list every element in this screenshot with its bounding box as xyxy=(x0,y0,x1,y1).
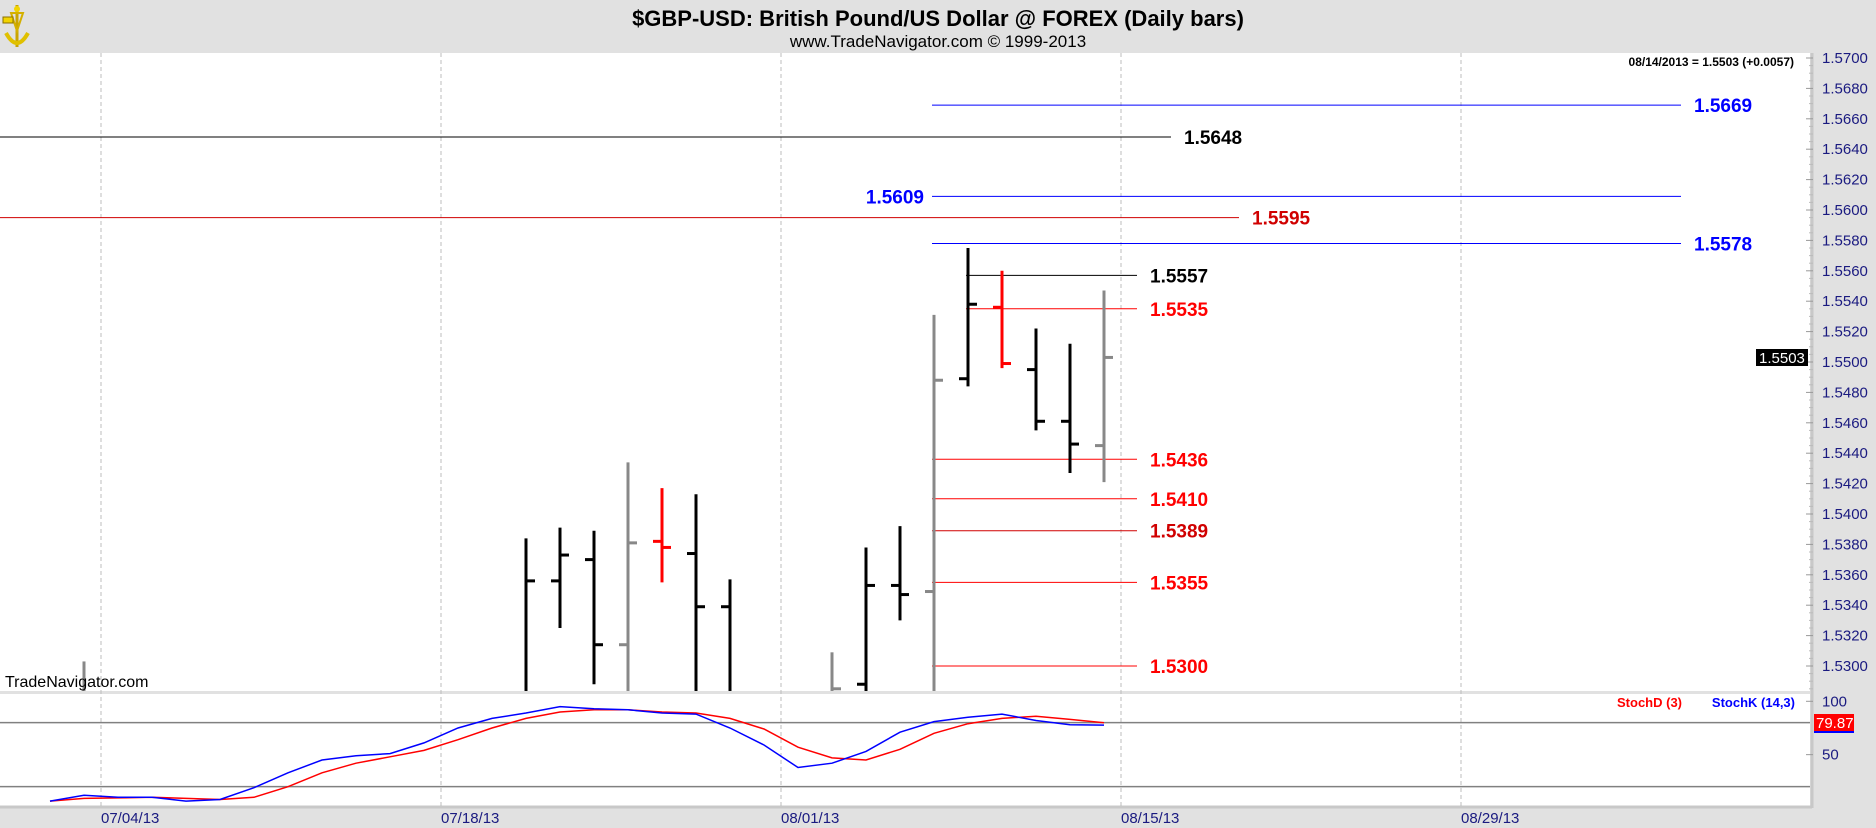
price-panel[interactable] xyxy=(0,53,1810,691)
date-tick-label: 08/01/13 xyxy=(781,810,839,827)
price-tick-label: 1.5700 xyxy=(1822,50,1868,67)
header-bar xyxy=(0,0,1876,53)
price-tick-label: 1.5580 xyxy=(1822,232,1868,249)
price-level-label: 1.5595 xyxy=(1252,209,1311,230)
ohlc-bar[interactable] xyxy=(619,462,637,700)
last-price-box xyxy=(1756,349,1808,366)
ohlc-bar[interactable] xyxy=(891,526,909,621)
stochastic-lines xyxy=(0,705,1810,802)
price-tick-label: 1.5540 xyxy=(1822,293,1868,310)
ohlc-bar[interactable] xyxy=(1095,290,1113,483)
stochk-line xyxy=(49,705,1105,802)
date-tick-label: 08/29/13 xyxy=(1461,810,1519,827)
price-tick-label: 1.5600 xyxy=(1822,202,1868,219)
ohlc-bar[interactable] xyxy=(524,538,535,700)
legend-stochk: StochK (14,3) xyxy=(1712,695,1795,710)
price-tick-label: 1.5320 xyxy=(1822,628,1868,645)
ohlc-bar[interactable] xyxy=(721,579,732,700)
ohlc-bar[interactable] xyxy=(653,488,671,583)
price-level-label: 1.5578 xyxy=(1694,234,1752,255)
ohlc-bar[interactable] xyxy=(857,547,875,700)
chart-subtitle: www.TradeNavigator.com © 1999-2013 xyxy=(789,32,1086,51)
chart-title: $GBP-USD: British Pound/US Dollar @ FORE… xyxy=(632,6,1244,31)
price-level-label: 1.5436 xyxy=(1150,450,1208,471)
watermark-text: TradeNavigator.com xyxy=(5,674,148,691)
ohlc-bar[interactable] xyxy=(687,494,705,700)
price-tick-label: 1.5680 xyxy=(1822,80,1868,97)
price-level-label: 1.5557 xyxy=(1150,266,1208,287)
ohlc-bar[interactable] xyxy=(1027,328,1045,431)
stoch-tick-label: 100 xyxy=(1822,693,1847,710)
price-tick-label: 1.5420 xyxy=(1822,476,1868,493)
date-tick-label: 07/18/13 xyxy=(441,810,499,827)
price-readout: 08/14/2013 = 1.5503 (+0.0057) xyxy=(1629,55,1794,69)
price-level-labels: 1.5669 1.5648 1.5609 1.5595 1.5578 1.5557 1.55… xyxy=(866,96,1752,678)
price-tick-label: 1.5440 xyxy=(1822,445,1868,462)
price-level-label: 1.5535 xyxy=(1150,300,1209,321)
price-level-label: 1.5609 xyxy=(866,187,924,208)
price-tick-label: 1.5360 xyxy=(1822,567,1868,584)
price-tick-label: 1.5500 xyxy=(1822,354,1868,371)
price-tick-label: 1.5620 xyxy=(1822,172,1868,189)
ohlc-bar[interactable] xyxy=(830,652,841,700)
price-level-label: 1.5669 xyxy=(1694,96,1752,117)
price-tick-label: 1.5400 xyxy=(1822,506,1868,523)
stoch-tick-label: 50 xyxy=(1822,747,1839,764)
price-level-label: 1.5355 xyxy=(1150,573,1209,594)
stochd-line xyxy=(49,709,1105,802)
ohlc-bar[interactable] xyxy=(1061,343,1079,473)
price-tick-label: 1.5640 xyxy=(1822,141,1868,158)
last-price-label: 1.5503 xyxy=(1759,350,1805,367)
stoch-value-underline xyxy=(1814,731,1854,733)
price-level-label: 1.5389 xyxy=(1150,522,1208,543)
price-tick-label: 1.5480 xyxy=(1822,384,1868,401)
price-level-label: 1.5410 xyxy=(1150,490,1208,511)
price-tick-label: 1.5340 xyxy=(1822,597,1868,614)
stoch-panel[interactable] xyxy=(0,694,1810,806)
stoch-value-box xyxy=(1814,714,1854,731)
price-tick-label: 1.5660 xyxy=(1822,111,1868,128)
legend-stochd: StochD (3) xyxy=(1617,695,1682,710)
price-tick-label: 1.5520 xyxy=(1822,324,1868,341)
ohlc-bar[interactable] xyxy=(585,530,603,685)
price-tick-label: 1.5380 xyxy=(1822,536,1868,553)
price-tick-label: 1.5460 xyxy=(1822,415,1868,432)
price-level-label: 1.5300 xyxy=(1150,657,1208,678)
date-tick-label: 07/04/13 xyxy=(101,810,159,827)
price-levels xyxy=(0,104,1681,667)
date-tick-label: 08/15/13 xyxy=(1121,810,1179,827)
stoch-value-label: 79.87 xyxy=(1816,715,1854,732)
sextant-logo-icon xyxy=(2,5,30,47)
ohlc-bar[interactable] xyxy=(959,248,977,387)
price-tick-label: 1.5300 xyxy=(1822,658,1868,675)
price-tick-label: 1.5560 xyxy=(1822,263,1868,280)
price-bars xyxy=(82,248,1113,700)
price-axis[interactable]: 1.5700 1.5680 1.5660 1.5640 1.5620 1.5600 1.55… xyxy=(1806,50,1868,690)
price-level-label: 1.5648 xyxy=(1184,128,1242,149)
ohlc-bar[interactable] xyxy=(925,314,943,700)
stoch-axis[interactable]: 100 50 xyxy=(1806,693,1847,764)
ohlc-bar[interactable] xyxy=(993,270,1011,369)
date-axis[interactable]: 07/04/13 07/18/13 08/01/13 08/15/13 08/29/13 xyxy=(101,810,1519,827)
ohlc-bar[interactable] xyxy=(551,527,569,628)
